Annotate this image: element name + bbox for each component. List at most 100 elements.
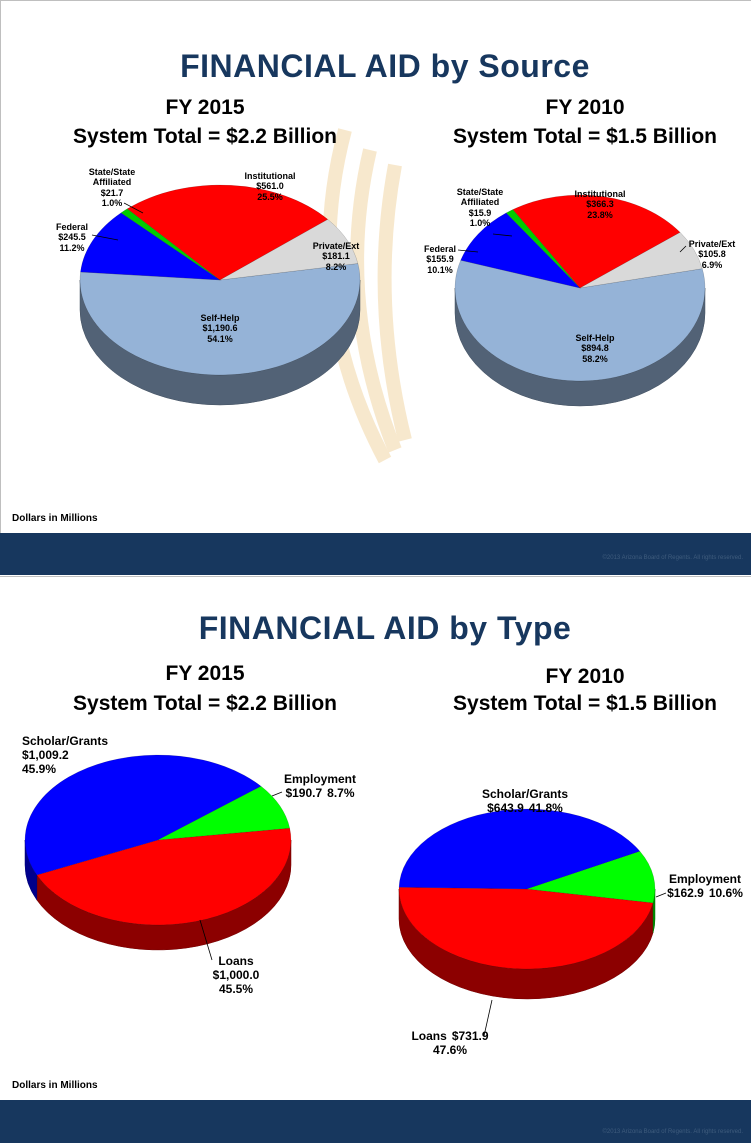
- pie-slice: [526, 851, 656, 904]
- value-label: $245.5: [58, 232, 86, 243]
- label-line: $643.9 41.8%: [482, 800, 568, 816]
- value-label: $21.7: [100, 187, 124, 198]
- label-line: Institutional: [575, 189, 626, 199]
- category-label: Scholar/Grants: [22, 734, 109, 748]
- value-label: $366.3: [586, 199, 614, 210]
- pie-slice: [36, 827, 292, 926]
- label-line: 58.2%: [575, 354, 614, 364]
- category-label: State/State Affiliated: [456, 187, 504, 208]
- pie-slice: [505, 209, 581, 289]
- slide-title: FINANCIAL AID by Source: [180, 48, 590, 84]
- leader-line: [91, 234, 119, 241]
- pie-slice: [460, 212, 581, 289]
- label-line: $181.1: [313, 251, 360, 261]
- slice-label: Self-Help $894.8 58.2%: [575, 333, 614, 364]
- pie-slice: [398, 887, 654, 970]
- share-label: 10.6%: [708, 885, 743, 900]
- label-line: 54.1%: [200, 334, 239, 344]
- category-label: Private/Ext: [312, 241, 360, 251]
- label-line: 8.2%: [313, 262, 360, 272]
- pie-slice: [126, 184, 329, 281]
- value-label: $15.9: [468, 207, 492, 218]
- chart-subtitle: System Total = $2.2 Billion: [73, 125, 337, 148]
- label-line: 47.6%: [411, 1043, 488, 1058]
- category-label: State/State Affiliated: [88, 167, 136, 188]
- share-label: 23.8%: [587, 209, 613, 220]
- category-label: Employment: [283, 772, 357, 786]
- footer-band: [0, 533, 751, 575]
- label-line: Federal: [56, 222, 88, 232]
- label-line: State/State Affiliated: [81, 167, 143, 188]
- share-label: 10.1%: [427, 264, 453, 275]
- slice-label: Scholar/Grants $643.9 41.8%: [481, 787, 569, 816]
- label-line: $105.8: [689, 249, 736, 259]
- label-line: Employment: [667, 872, 743, 887]
- value-label: $162.9: [667, 885, 704, 900]
- share-label: 41.8%: [528, 800, 563, 815]
- label-line: Scholar/Grants: [481, 787, 569, 802]
- units-note: Dollars in Millions: [12, 1080, 98, 1091]
- pie-slice: [24, 754, 262, 876]
- slice-label: Scholar/Grants $1,009.2 45.9%: [22, 734, 109, 776]
- value-label: $894.8: [581, 343, 609, 354]
- value-label: $561.0: [256, 181, 284, 192]
- label-line: $1,009.2: [22, 748, 108, 763]
- category-label: Federal: [55, 222, 89, 232]
- label-line: Loans $731.9: [411, 1029, 488, 1044]
- chart-subtitle: System Total = $1.5 Billion: [453, 692, 717, 715]
- value-label: $643.9: [487, 800, 524, 815]
- slice-label: Employment $190.7 8.7%: [283, 772, 357, 801]
- label-line: Self-Help: [575, 333, 614, 343]
- share-label: 58.2%: [582, 353, 608, 364]
- slice-label: Self-Help $1,190.6 54.1%: [200, 313, 239, 344]
- pie-slice: [512, 194, 681, 289]
- label-line: Employment: [283, 772, 357, 787]
- leader-line: [271, 791, 283, 797]
- slice-label: Federal $245.5 11.2%: [56, 222, 88, 253]
- value-label: $181.1: [322, 251, 350, 262]
- pie-slice: [398, 808, 641, 890]
- slice-label: Loans $1,000.0 45.5%: [212, 954, 260, 996]
- label-line: Institutional: [245, 171, 296, 181]
- slice-label: Loans $731.9 47.6%: [411, 1029, 488, 1058]
- chart-title: FY 2015: [165, 662, 245, 685]
- category-label: Loans: [218, 954, 254, 968]
- slice-label: Private/Ext $181.1 8.2%: [313, 241, 360, 272]
- label-line: 1.0%: [81, 198, 143, 208]
- category-label: Institutional: [244, 171, 296, 181]
- chart-title: FY 2010: [545, 96, 625, 119]
- label-line: 25.5%: [245, 192, 296, 202]
- share-label: 45.5%: [218, 981, 254, 996]
- share-label: 11.2%: [59, 242, 85, 253]
- category-label: Loans: [411, 1029, 447, 1043]
- label-line: $1,190.6: [200, 323, 239, 333]
- slice-label: Institutional $366.3 23.8%: [575, 189, 626, 220]
- label-line: Self-Help: [200, 313, 239, 323]
- label-line: $245.5: [56, 232, 88, 242]
- value-label: $1,000.0: [212, 967, 260, 982]
- share-label: 54.1%: [207, 333, 233, 344]
- pie-slice: [79, 263, 361, 376]
- label-line: 1.0%: [449, 218, 511, 228]
- leader-line: [199, 919, 213, 961]
- label-line: Private/Ext: [689, 239, 736, 249]
- label-line: 23.8%: [575, 210, 626, 220]
- label-line: $894.8: [575, 343, 614, 353]
- chart-title: FY 2015: [165, 96, 245, 119]
- category-label: Employment: [668, 872, 742, 886]
- share-label: 6.9%: [701, 259, 723, 270]
- pie-slice: [80, 212, 221, 281]
- category-label: Institutional: [574, 189, 626, 199]
- footer-band: [0, 1100, 751, 1143]
- pie-slice: [157, 785, 291, 841]
- label-line: $561.0: [245, 181, 296, 191]
- copyright: ©2013 Arizona Board of Regents. All righ…: [602, 1129, 744, 1135]
- share-label: 25.5%: [257, 191, 283, 202]
- leader-line: [123, 202, 144, 214]
- category-label: Federal: [423, 244, 457, 254]
- category-label: Scholar/Grants: [481, 787, 569, 801]
- slice-label: State/State Affiliated $21.7 1.0%: [81, 167, 143, 208]
- copyright: ©2013 Arizona Board of Regents. All righ…: [602, 555, 744, 561]
- value-label: $190.7: [285, 785, 323, 800]
